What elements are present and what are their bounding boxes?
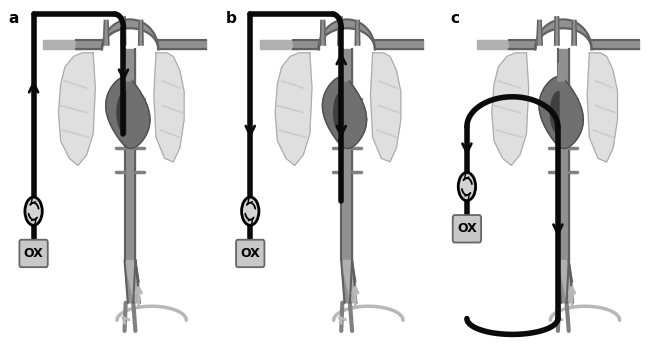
Polygon shape (338, 17, 343, 45)
Polygon shape (106, 77, 150, 149)
FancyBboxPatch shape (452, 215, 481, 243)
Polygon shape (125, 260, 140, 303)
Text: OX: OX (457, 222, 477, 235)
Polygon shape (341, 260, 356, 303)
Circle shape (458, 172, 476, 201)
Polygon shape (558, 63, 564, 81)
Polygon shape (356, 20, 359, 45)
Polygon shape (587, 53, 618, 162)
Polygon shape (492, 53, 528, 165)
Polygon shape (275, 53, 312, 165)
Polygon shape (572, 20, 577, 45)
Polygon shape (58, 53, 96, 165)
Polygon shape (554, 17, 559, 45)
Polygon shape (370, 53, 401, 162)
Polygon shape (537, 20, 542, 45)
Polygon shape (551, 92, 559, 134)
Text: a: a (8, 11, 19, 26)
Polygon shape (117, 92, 125, 134)
Polygon shape (125, 49, 135, 260)
Polygon shape (125, 63, 131, 81)
Polygon shape (154, 53, 184, 162)
Polygon shape (341, 63, 348, 81)
Circle shape (242, 197, 259, 225)
Circle shape (25, 197, 42, 225)
Text: OX: OX (23, 247, 44, 260)
Polygon shape (122, 17, 125, 45)
Polygon shape (558, 49, 569, 260)
FancyBboxPatch shape (236, 240, 265, 267)
Polygon shape (333, 92, 343, 134)
Polygon shape (539, 77, 583, 149)
Polygon shape (125, 260, 135, 303)
Polygon shape (341, 260, 352, 303)
Polygon shape (103, 20, 109, 45)
Polygon shape (322, 77, 367, 149)
Polygon shape (558, 260, 569, 303)
FancyBboxPatch shape (20, 240, 48, 267)
Text: b: b (226, 11, 236, 26)
Text: c: c (450, 11, 460, 26)
Polygon shape (558, 260, 573, 303)
Text: OX: OX (240, 247, 260, 260)
Polygon shape (341, 49, 352, 260)
Polygon shape (138, 20, 143, 45)
Polygon shape (320, 20, 326, 45)
